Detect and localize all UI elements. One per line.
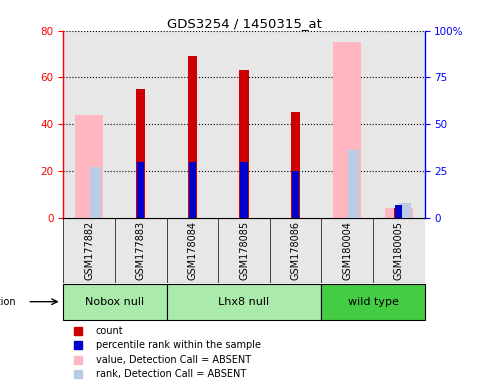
Text: rank, Detection Call = ABSENT: rank, Detection Call = ABSENT (96, 369, 246, 379)
Title: GDS3254 / 1450315_at: GDS3254 / 1450315_at (166, 17, 322, 30)
Bar (218, 31, 270, 218)
Text: GSM178085: GSM178085 (239, 221, 249, 280)
Bar (322, 31, 373, 218)
Text: count: count (96, 326, 123, 336)
Bar (115, 31, 166, 218)
Bar (115, 218, 166, 283)
Bar (239, 70, 249, 218)
Bar (333, 42, 361, 218)
Bar (241, 162, 247, 218)
Text: GSM177883: GSM177883 (136, 221, 146, 280)
Bar (395, 205, 403, 218)
Text: Lhx8 null: Lhx8 null (219, 297, 269, 307)
Bar (373, 218, 425, 283)
Text: GSM180004: GSM180004 (342, 221, 352, 280)
Text: GSM177882: GSM177882 (84, 221, 94, 280)
Text: percentile rank within the sample: percentile rank within the sample (96, 341, 261, 351)
Text: wild type: wild type (347, 297, 398, 307)
Bar (291, 113, 300, 218)
FancyBboxPatch shape (322, 284, 425, 319)
Bar (292, 171, 299, 218)
Bar (385, 208, 413, 218)
Bar (166, 31, 218, 218)
Bar (322, 218, 373, 283)
Bar (270, 218, 322, 283)
Bar (90, 167, 101, 218)
Bar (75, 115, 103, 218)
Bar (373, 31, 425, 218)
Bar (63, 218, 115, 283)
Text: genotype/variation: genotype/variation (0, 297, 17, 307)
FancyBboxPatch shape (63, 284, 166, 319)
Text: GSM178084: GSM178084 (187, 221, 198, 280)
Text: value, Detection Call = ABSENT: value, Detection Call = ABSENT (96, 355, 251, 365)
Text: Nobox null: Nobox null (85, 297, 144, 307)
Bar (394, 208, 404, 218)
FancyBboxPatch shape (166, 284, 322, 319)
Bar (136, 89, 145, 218)
Bar (218, 218, 270, 283)
Bar (188, 56, 197, 218)
Bar (166, 218, 218, 283)
Bar (137, 162, 144, 218)
Bar (347, 150, 359, 218)
Bar (270, 31, 322, 218)
Bar (189, 162, 196, 218)
Text: GSM178086: GSM178086 (290, 221, 301, 280)
Text: GSM180005: GSM180005 (394, 221, 404, 280)
Bar (63, 31, 115, 218)
Bar (399, 203, 410, 218)
